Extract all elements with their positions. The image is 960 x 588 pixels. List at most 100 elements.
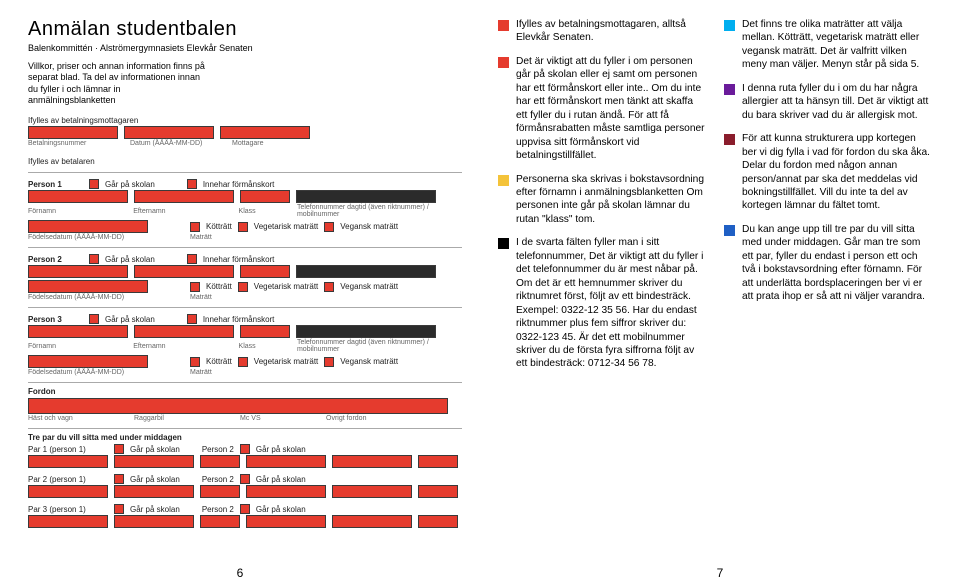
p3-efternamn[interactable] <box>134 325 234 338</box>
person-2-label: Person 2 <box>28 255 83 264</box>
marker-cyan-icon <box>724 20 735 31</box>
par2-gar-chk[interactable] <box>114 474 124 484</box>
field-mottagare[interactable] <box>220 126 310 139</box>
middag-header: Tre par du vill sitta med under middagen <box>28 433 462 442</box>
p3-telefon[interactable] <box>296 325 436 338</box>
person1-innehar: Innehar förmånskort <box>203 180 275 189</box>
par2-p2-gar-chk[interactable] <box>240 474 250 484</box>
p2-fornamn[interactable] <box>28 265 128 278</box>
par1-f6[interactable] <box>418 455 458 468</box>
p1-efternamn-lbl: Efternamn <box>133 208 232 215</box>
par1-p2: Person 2 <box>202 445 234 454</box>
p3-fornamn[interactable] <box>28 325 128 338</box>
par2-f2[interactable] <box>114 485 194 498</box>
par2-f4[interactable] <box>246 485 326 498</box>
p2-kott-chk[interactable] <box>190 282 200 292</box>
par2-f3[interactable] <box>200 485 240 498</box>
person1-innehar-chk[interactable] <box>187 179 197 189</box>
form-title: Anmälan studentbalen <box>28 18 462 41</box>
fordon-field[interactable] <box>28 398 448 414</box>
p3-fodelse[interactable] <box>28 355 148 368</box>
par2-f6[interactable] <box>418 485 458 498</box>
p1-fodelse-lbl: Födelsedatum (ÅÅÅÅ-MM-DD) <box>28 234 184 241</box>
p3-innehar-chk[interactable] <box>187 314 197 324</box>
field-betnr[interactable] <box>28 126 118 139</box>
par1-f2[interactable] <box>114 455 194 468</box>
para-1-text: Ifylles av betalningsmottagaren, alltså … <box>516 19 686 43</box>
p1-fornamn[interactable] <box>28 190 128 203</box>
person1-gar: Går på skolan <box>105 180 155 189</box>
p2-telefon[interactable] <box>296 265 436 278</box>
p1-vegan-chk[interactable] <box>324 222 334 232</box>
par3-f5[interactable] <box>332 515 412 528</box>
par2-f5[interactable] <box>332 485 412 498</box>
para-4: I de svarta fälten fyller man i sitt tel… <box>498 236 706 371</box>
p1-veg-chk[interactable] <box>238 222 248 232</box>
p1-telefon[interactable] <box>296 190 436 203</box>
p2-gar: Går på skolan <box>105 255 155 264</box>
par3-f1[interactable] <box>28 515 108 528</box>
para-1: Ifylles av betalningsmottagaren, alltså … <box>498 18 706 45</box>
par1-gar-chk[interactable] <box>114 444 124 454</box>
par3-f3[interactable] <box>200 515 240 528</box>
p3-efternamn-lbl: Efternamn <box>133 343 232 350</box>
para-5: Det finns tre olika maträtter att välja … <box>724 18 932 72</box>
marker-yellow-icon <box>498 175 509 186</box>
par3-f4[interactable] <box>246 515 326 528</box>
p1-fodelse[interactable] <box>28 220 148 233</box>
par3-f6[interactable] <box>418 515 458 528</box>
p2-gar-chk[interactable] <box>89 254 99 264</box>
p1-fornamn-lbl: Förnamn <box>28 208 127 215</box>
page-6: Anmälan studentbalen Balenkommittén · Al… <box>0 0 480 588</box>
para-3-text: Personerna ska skrivas i bokstavsordning… <box>516 174 704 225</box>
p3-veg: Vegetarisk maträtt <box>254 357 318 366</box>
par1-p2-gar-chk[interactable] <box>240 444 250 454</box>
p2-fodelse[interactable] <box>28 280 148 293</box>
par1-f3[interactable] <box>200 455 240 468</box>
p2-vegan-chk[interactable] <box>324 282 334 292</box>
p2-innehar-chk[interactable] <box>187 254 197 264</box>
p1-kott: Kötträtt <box>206 222 232 231</box>
p3-veg-chk[interactable] <box>238 357 248 367</box>
fordon-header: Fordon <box>28 387 462 396</box>
p3-gar-chk[interactable] <box>89 314 99 324</box>
para-2: Det är viktigt att du fyller i om person… <box>498 55 706 163</box>
par1-f5[interactable] <box>332 455 412 468</box>
person-2-block: Person 2 Går på skolan Innehar förmånsko… <box>28 247 462 301</box>
p1-telefon-lbl: Telefonnummer dagtid (även riktnummer) /… <box>297 204 462 218</box>
par3-p2-gar: Går på skolan <box>256 505 306 514</box>
instructions-col-2: Det finns tre olika maträtter att välja … <box>724 18 932 558</box>
par3-p2-gar-chk[interactable] <box>240 504 250 514</box>
p1-efternamn[interactable] <box>134 190 234 203</box>
fordon-hast: Häst och vagn <box>28 415 128 422</box>
p3-vegan-chk[interactable] <box>324 357 334 367</box>
section-betalare-label: Ifylles av betalaren <box>28 157 462 166</box>
para-6-text: I denna ruta fyller du i om du har några… <box>742 83 928 121</box>
par2-p2-gar: Går på skolan <box>256 475 306 484</box>
p2-veg-chk[interactable] <box>238 282 248 292</box>
par3-f2[interactable] <box>114 515 194 528</box>
par2-gar: Går på skolan <box>130 475 180 484</box>
par1-f4[interactable] <box>246 455 326 468</box>
par1-f1[interactable] <box>28 455 108 468</box>
par2-lbl: Par 2 (person 1) <box>28 475 108 484</box>
field-datum[interactable] <box>124 126 214 139</box>
p3-kott-chk[interactable] <box>190 357 200 367</box>
section-mottagare: Ifylles av betalningsmottagaren Betalnin… <box>28 116 462 147</box>
person1-gar-chk[interactable] <box>89 179 99 189</box>
p2-efternamn[interactable] <box>134 265 234 278</box>
p2-klass[interactable] <box>240 265 290 278</box>
p3-gar: Går på skolan <box>105 315 155 324</box>
par3-gar-chk[interactable] <box>114 504 124 514</box>
par1-gar: Går på skolan <box>130 445 180 454</box>
p1-kott-chk[interactable] <box>190 222 200 232</box>
par2-f1[interactable] <box>28 485 108 498</box>
p1-klass[interactable] <box>240 190 290 203</box>
par3-lbl: Par 3 (person 1) <box>28 505 108 514</box>
p3-fodelse-lbl: Födelsedatum (ÅÅÅÅ-MM-DD) <box>28 369 184 376</box>
par3-p2: Person 2 <box>202 505 234 514</box>
marker-red-icon-2 <box>498 57 509 68</box>
para-8: Du kan ange upp till tre par du vill sit… <box>724 223 932 304</box>
marker-black-icon <box>498 238 509 249</box>
p3-klass[interactable] <box>240 325 290 338</box>
